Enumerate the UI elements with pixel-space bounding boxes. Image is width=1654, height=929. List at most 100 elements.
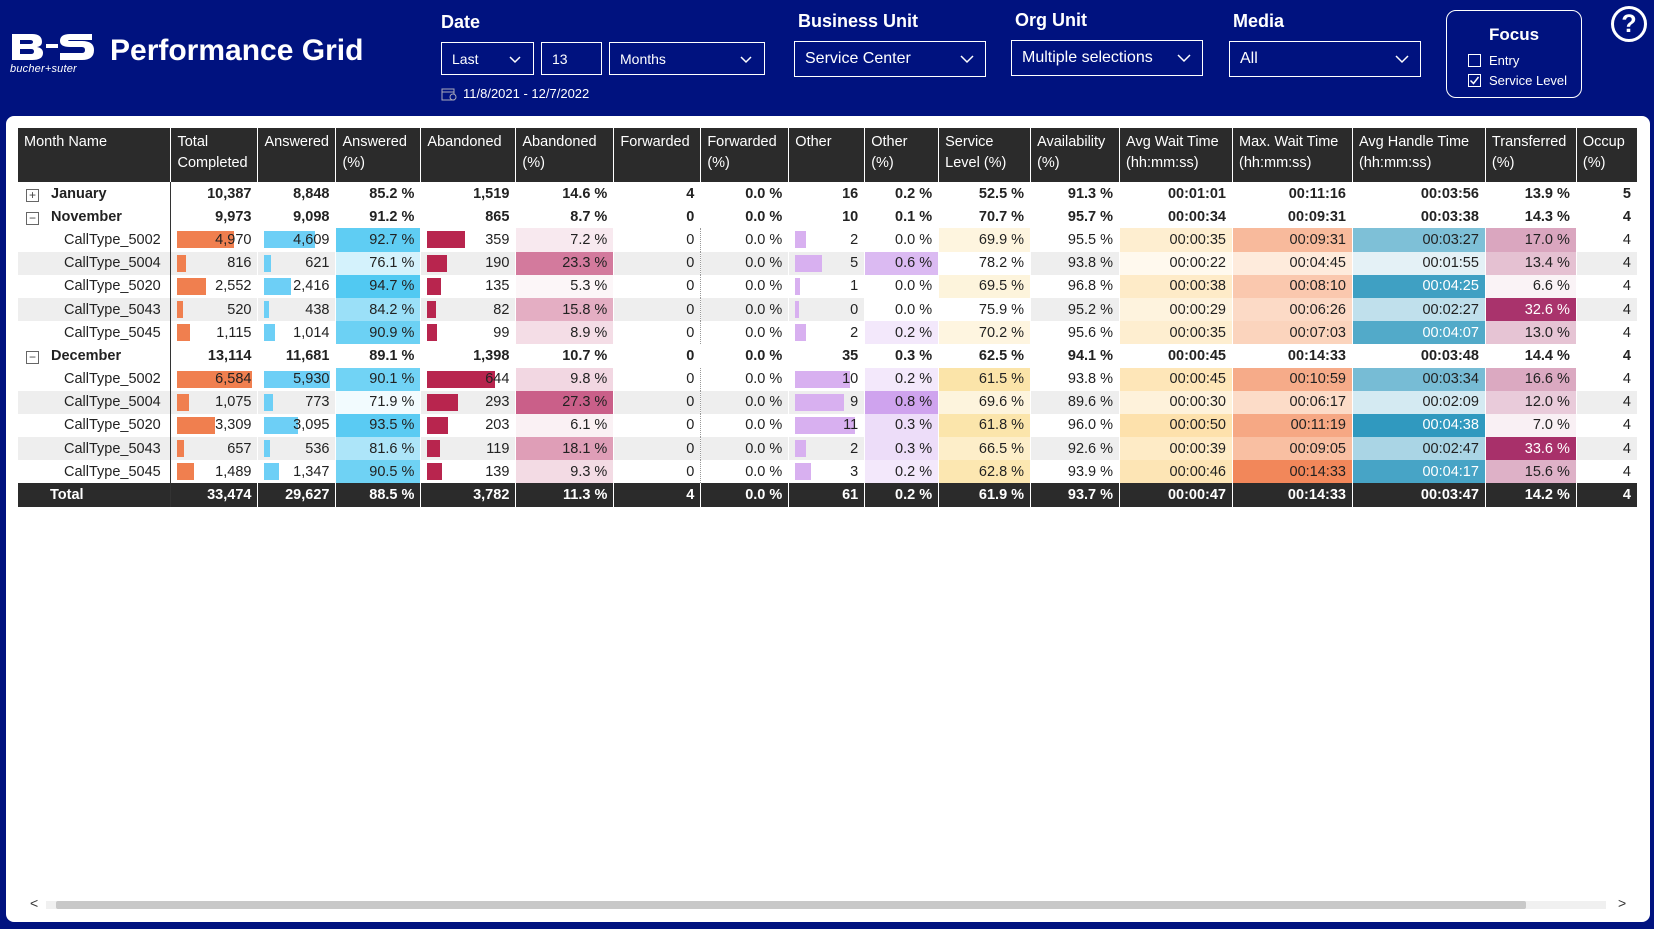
- scroll-thumb[interactable]: [56, 901, 1526, 909]
- business-unit-dropdown[interactable]: Service Center: [794, 41, 986, 77]
- table-row[interactable]: CallType_5045 1,489 1,347 90.5 % 139 9.3 % 0 0.…: [18, 460, 1638, 484]
- horizontal-scrollbar[interactable]: < >: [18, 895, 1638, 912]
- row-label: Total: [50, 487, 84, 504]
- column-header[interactable]: Availability (%): [1030, 128, 1121, 182]
- table-row[interactable]: CallType_5004 1,075 773 71.9 % 293 27.3 % 0 0.0…: [18, 390, 1638, 414]
- column-header[interactable]: Other: [788, 128, 866, 182]
- column-header[interactable]: Transferred (%): [1485, 128, 1577, 182]
- cell-avg-handle: 00:01:55: [1352, 251, 1486, 275]
- column-header[interactable]: Abandoned (%): [515, 128, 615, 182]
- column-header[interactable]: Service Level (%): [938, 128, 1032, 182]
- table-row[interactable]: CallType_5043 657 536 81.6 % 119 18.1 % 0 0.0 %…: [18, 437, 1638, 461]
- table-row[interactable]: CallType_5045 1,115 1,014 90.9 % 99 8.9 % 0 0.0…: [18, 321, 1638, 345]
- cell-abandoned-pct: 9.3 %: [515, 460, 615, 484]
- column-header[interactable]: Other (%): [864, 128, 940, 182]
- cell-answered-pct: 84.2 %: [335, 297, 422, 322]
- cell-value: 293: [485, 394, 510, 411]
- table-row[interactable]: CallType_5020 2,552 2,416 94.7 % 135 5.3 % 0 0.…: [18, 274, 1638, 298]
- data-bar: [795, 324, 807, 342]
- cell-value: 773: [305, 394, 330, 411]
- cell-value: 4: [1622, 278, 1631, 295]
- cell-transferred: 12.0 %: [1485, 390, 1577, 414]
- cell-value: 4: [1622, 463, 1631, 480]
- column-header[interactable]: Avg Wait Time (hh:mm:ss): [1119, 128, 1233, 182]
- cell-transferred: 15.6 %: [1485, 460, 1577, 484]
- group-row[interactable]: + January 10,387 8,848 85.2 % 1,519 14.6 % 4 0.0…: [18, 182, 1638, 206]
- scroll-right-icon[interactable]: >: [1618, 895, 1627, 911]
- cell-total-completed: 1,115: [170, 321, 259, 345]
- cell-value: 10: [842, 371, 859, 388]
- focus-entry-checkbox[interactable]: Entry: [1468, 53, 1519, 68]
- data-bar: [177, 277, 207, 295]
- date-count-input[interactable]: 13: [541, 42, 602, 75]
- business-unit-label: Business Unit: [798, 11, 919, 31]
- collapse-icon[interactable]: −: [26, 350, 39, 364]
- table-row[interactable]: CallType_5020 3,309 3,095 93.5 % 203 6.1 % 0 0.…: [18, 413, 1638, 438]
- group-row[interactable]: − December 13,114 11,681 89.1 % 1,398 10.7 % 0 0…: [18, 344, 1638, 368]
- cell-value: 0: [686, 208, 695, 225]
- column-header[interactable]: Max. Wait Time (hh:mm:ss): [1232, 128, 1353, 182]
- focus-service-level-checkbox[interactable]: Service Level: [1468, 73, 1567, 88]
- data-bar: [264, 393, 274, 411]
- row-label: November: [51, 208, 122, 225]
- cell-value: 0.0 %: [745, 371, 783, 388]
- checkbox-checked-icon: [1468, 74, 1481, 87]
- collapse-icon[interactable]: −: [26, 211, 39, 225]
- table-row[interactable]: CallType_5002 6,584 5,930 90.1 % 644 9.8 % 0 0.…: [18, 367, 1638, 391]
- data-bar: [264, 370, 331, 388]
- cell-total-completed: 3,309: [170, 413, 259, 438]
- expand-icon[interactable]: +: [26, 188, 39, 202]
- cell-value: 0.0 %: [745, 440, 783, 457]
- cell-value: 92.6 %: [1067, 440, 1114, 457]
- date-range: 11/8/2021 - 12/7/2022: [441, 86, 589, 101]
- cell-forwarded-pct: 0.0 %: [700, 321, 790, 345]
- cell-value: 75.9 %: [978, 301, 1025, 318]
- column-header-line: (%): [522, 155, 545, 171]
- cell-avg-handle: 00:04:07: [1352, 321, 1486, 345]
- cell-avg-handle: 00:03:56: [1352, 182, 1486, 206]
- org-unit-dropdown[interactable]: Multiple selections: [1011, 40, 1203, 76]
- cell-value: 0: [686, 440, 695, 457]
- cell-forwarded: 0: [613, 460, 702, 484]
- column-header[interactable]: Forwarded: [613, 128, 702, 182]
- total-row[interactable]: Total 33,474 29,627 88.5 % 3,782 11.3 % 4 0.0 %…: [18, 483, 1638, 507]
- cell-value: 69.9 %: [978, 231, 1025, 248]
- column-header[interactable]: Answered (%): [335, 128, 422, 182]
- media-dropdown[interactable]: All: [1229, 41, 1421, 77]
- cell-forwarded-pct: 0.0 %: [700, 274, 790, 298]
- cell-value: 93.8 %: [1067, 371, 1114, 388]
- column-header[interactable]: Occup (%): [1576, 128, 1638, 182]
- table-row[interactable]: CallType_5043 520 438 84.2 % 82 15.8 % 0 0.0 % 0…: [18, 297, 1638, 322]
- column-header[interactable]: Month Name: [18, 128, 172, 182]
- group-row[interactable]: − November 9,973 9,098 91.2 % 865 8.7 % 0 0.0 % 1…: [18, 205, 1638, 229]
- data-bar: [264, 324, 276, 342]
- date-mode-dropdown[interactable]: Last: [441, 42, 534, 75]
- cell-max-wait: 00:11:19: [1232, 413, 1353, 438]
- cell-forwarded: 4: [613, 182, 702, 206]
- cell-avg-handle: 00:02:09: [1352, 390, 1486, 414]
- table-row[interactable]: CallType_5002 4,970 4,609 92.7 % 359 7.2 % 0 0.…: [18, 228, 1638, 252]
- data-bar: [427, 370, 496, 388]
- cell-value: 0.0 %: [745, 255, 783, 272]
- scroll-left-icon[interactable]: <: [30, 895, 39, 911]
- cell-value: 00:10:59: [1289, 371, 1346, 388]
- column-header[interactable]: Forwarded (%): [700, 128, 790, 182]
- date-unit-dropdown[interactable]: Months: [609, 42, 765, 75]
- column-header[interactable]: Total Completed: [170, 128, 259, 182]
- cell-value: 621: [305, 255, 330, 272]
- cell-value: 00:11:16: [1288, 185, 1346, 202]
- cell-value: 536: [305, 440, 330, 457]
- cell-value: 00:04:25: [1422, 278, 1479, 295]
- help-icon[interactable]: ?: [1611, 6, 1647, 42]
- cell-forwarded: 0: [613, 413, 702, 438]
- cell-value: 13.4 %: [1524, 255, 1570, 272]
- table-row[interactable]: CallType_5004 816 621 76.1 % 190 23.3 % 0 0.0 %…: [18, 251, 1638, 275]
- column-header[interactable]: Answered: [257, 128, 337, 182]
- cell-answered-pct: 81.6 %: [335, 437, 422, 461]
- cell-forwarded: 0: [613, 344, 702, 368]
- cell-max-wait: 00:09:31: [1232, 228, 1353, 252]
- cell-value: 4: [1622, 371, 1631, 388]
- column-header[interactable]: Avg Handle Time (hh:mm:ss): [1352, 128, 1486, 182]
- cell-availability: 94.1 %: [1030, 344, 1121, 368]
- column-header[interactable]: Abandoned: [420, 128, 517, 182]
